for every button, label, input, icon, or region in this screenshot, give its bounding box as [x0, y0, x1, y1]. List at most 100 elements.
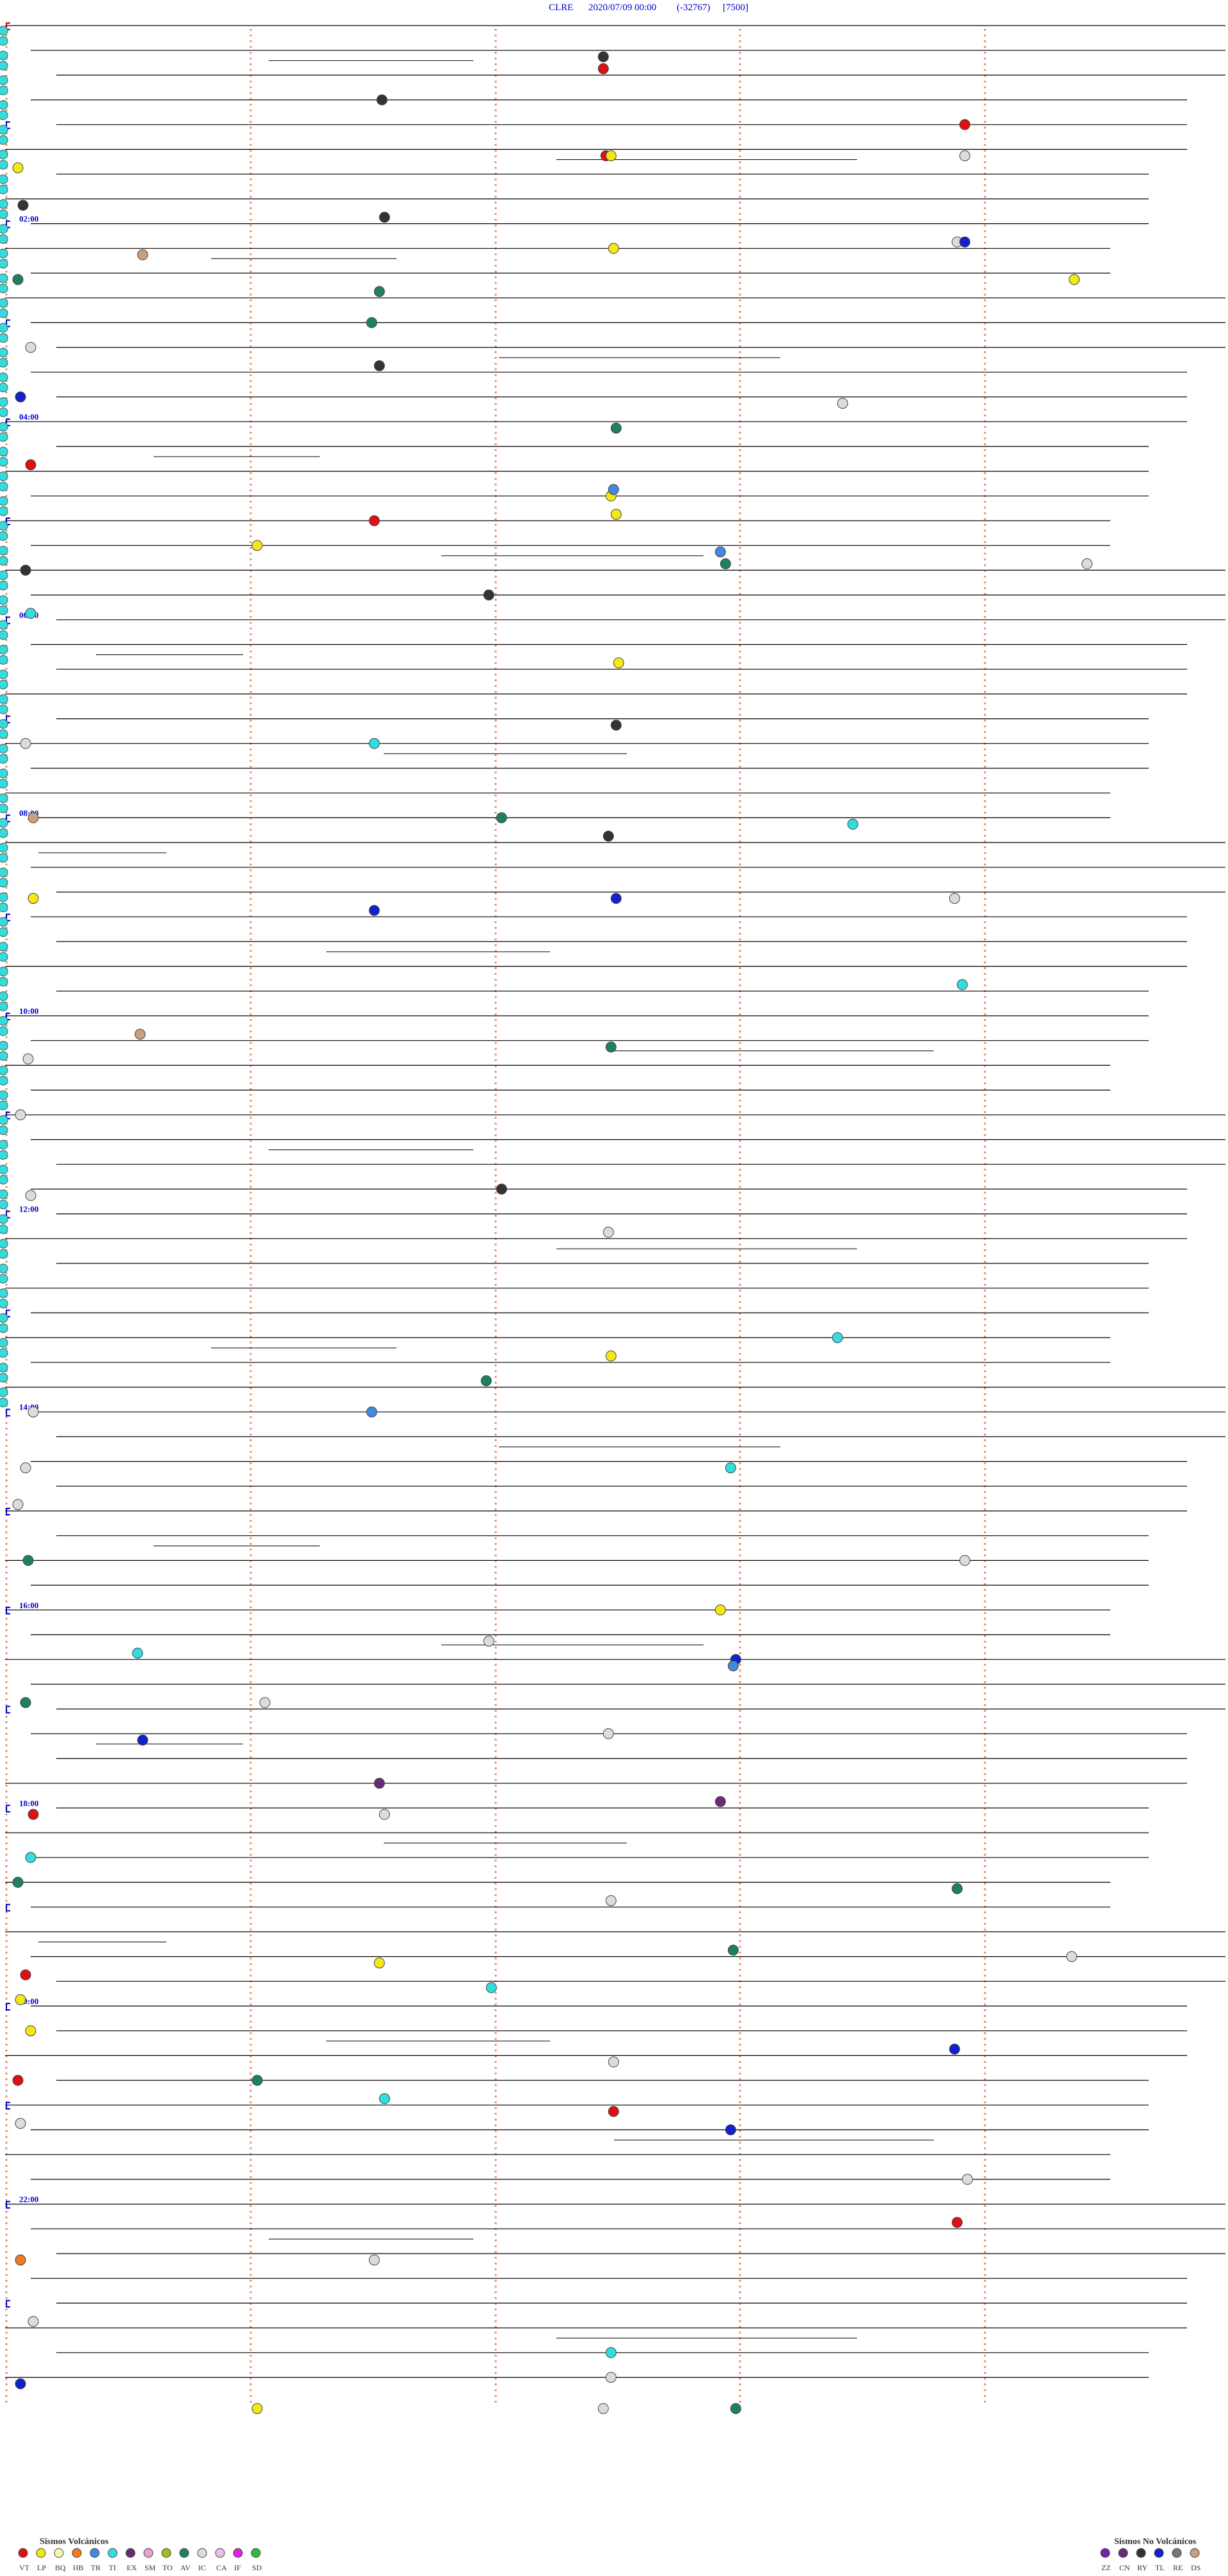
legend-non-volcanic: Sismos No Volcánicos ZZ CN RY TL RE DS	[1100, 2537, 1200, 2572]
tremor-marker	[0, 842, 8, 853]
legend-swatch-lp	[36, 2548, 46, 2558]
hour-bracket	[6, 1210, 10, 1219]
tremor-marker	[0, 85, 8, 95]
hour-brackets	[6, 22, 10, 2308]
event-marker-av	[480, 1375, 492, 1386]
tremor-marker	[0, 818, 8, 828]
tremor-marker	[0, 1140, 8, 1150]
hour-bracket	[6, 1805, 10, 1813]
legend-label-bq: BQ	[55, 2563, 66, 2572]
tremor-marker	[0, 580, 8, 590]
hour-bracket	[6, 1904, 10, 1912]
event-marker-av	[12, 274, 24, 285]
event-marker-ic	[597, 2403, 609, 2414]
event-marker-ic	[12, 1499, 24, 1510]
tremor-marker	[0, 1051, 8, 1061]
hour-bracket	[6, 418, 10, 427]
tremor-marker	[0, 719, 8, 729]
legend-label-ca: CA	[216, 2563, 227, 2572]
tremor-marker	[0, 630, 8, 640]
legend-label-to: TO	[162, 2563, 173, 2572]
event-marker-lp	[605, 1350, 617, 1362]
legend-swatch-sm	[143, 2548, 154, 2558]
event-marker-ic	[1066, 1951, 1078, 1963]
event-marker-ti	[132, 1647, 143, 1659]
hour-label: 18:00	[19, 1798, 38, 1808]
legend-label-re: RE	[1173, 2563, 1183, 2572]
tremor-marker	[0, 199, 8, 209]
event-marker-lp	[12, 162, 24, 173]
record-date: 2020/07/09 00:00	[588, 3, 656, 13]
legend-label-ti: TI	[109, 2563, 116, 2572]
event-marker-ic	[20, 1462, 31, 1474]
tremor-marker	[0, 531, 8, 541]
event-marker-ry	[374, 360, 385, 372]
tremor-marker	[0, 556, 8, 566]
event-marker-lp	[608, 242, 619, 254]
legend-swatch-bq	[54, 2548, 64, 2558]
tremor-marker	[0, 1398, 8, 1407]
event-marker-ds	[134, 1029, 146, 1040]
tremor-marker	[0, 61, 8, 71]
tremor-marker	[0, 1338, 8, 1348]
event-marker-av	[730, 2403, 741, 2414]
event-marker-av	[727, 1945, 739, 1956]
event-marker-ic	[959, 150, 971, 161]
tremor-marker	[0, 743, 8, 754]
hour-bracket	[6, 1111, 10, 1119]
tremor-marker	[0, 184, 8, 194]
hour-label: 02:00	[19, 214, 38, 224]
hour-bracket	[6, 913, 10, 922]
tremor-marker	[0, 991, 8, 1001]
event-markers	[12, 51, 1093, 2414]
event-marker-vt	[597, 63, 609, 74]
tremor-marker	[0, 234, 8, 244]
tremor-marker	[0, 1001, 8, 1011]
event-marker-ti	[605, 2347, 617, 2359]
hour-bracket	[6, 1705, 10, 1714]
hour-bracket	[6, 2101, 10, 2110]
event-marker-av	[366, 317, 377, 328]
tremor-marker	[0, 1363, 8, 1373]
tremor-marker	[0, 595, 8, 605]
tremor-marker	[0, 26, 8, 36]
tremor-marker	[0, 655, 8, 665]
legend-label-ry: RY	[1137, 2563, 1147, 2572]
legend-swatch-ti	[107, 2548, 118, 2558]
legend-swatch-sd	[251, 2548, 261, 2558]
legend-swatch-to	[161, 2548, 171, 2558]
event-marker-ti	[725, 1462, 736, 1474]
event-marker-ic	[379, 1808, 390, 1820]
tremor-marker	[0, 248, 8, 258]
chart-header: CLRE 2020/07/09 00:00 (-32767) [7500]	[549, 3, 748, 13]
tremor-marker	[0, 1100, 8, 1110]
tremor-marker	[0, 471, 8, 482]
tremor-marker	[0, 620, 8, 630]
tremor-marker	[0, 1026, 8, 1036]
legend-swatch-ry	[1136, 2548, 1146, 2558]
tremor-marker	[0, 1274, 8, 1284]
tremor-marker	[0, 125, 8, 135]
event-marker-ic	[483, 1636, 494, 1647]
tremor-strip-left	[0, 26, 8, 1407]
tremor-marker	[0, 322, 8, 333]
legend-swatch-av	[179, 2548, 189, 2558]
tremor-marker	[0, 308, 8, 319]
tremor-marker	[0, 729, 8, 739]
event-marker-tl	[368, 905, 380, 916]
event-marker-lp	[374, 1957, 385, 1969]
tremor-marker	[0, 209, 8, 219]
legend-label-tr: TR	[91, 2563, 100, 2572]
amplitude-offset: (-32767)	[677, 3, 711, 13]
hour-label: 04:00	[19, 412, 38, 422]
tremor-marker	[0, 100, 8, 110]
tremor-marker	[0, 927, 8, 937]
tremor-marker	[0, 878, 8, 888]
hour-label: 12:00	[19, 1205, 38, 1214]
tremor-marker	[0, 952, 8, 962]
tremor-marker	[0, 422, 8, 432]
legend-label-sm: SM	[145, 2563, 156, 2572]
tremor-marker	[0, 1065, 8, 1075]
event-marker-vt	[608, 2106, 619, 2117]
tremor-marker	[0, 283, 8, 294]
